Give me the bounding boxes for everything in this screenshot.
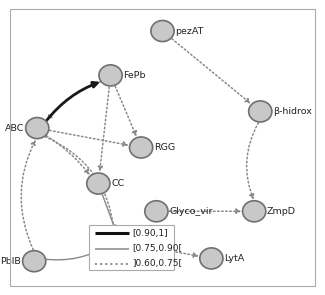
Circle shape bbox=[108, 231, 131, 252]
Circle shape bbox=[26, 117, 49, 139]
Circle shape bbox=[87, 173, 110, 194]
Text: [0.90,1]: [0.90,1] bbox=[133, 229, 168, 238]
Circle shape bbox=[129, 137, 153, 158]
Text: PblB: PblB bbox=[1, 257, 21, 266]
Text: FePb: FePb bbox=[124, 71, 146, 80]
Circle shape bbox=[151, 20, 174, 42]
Text: RGG: RGG bbox=[154, 143, 175, 152]
Text: ZmpD: ZmpD bbox=[267, 207, 296, 216]
Circle shape bbox=[145, 201, 168, 222]
Circle shape bbox=[22, 251, 46, 272]
Text: pezAT: pezAT bbox=[175, 27, 204, 35]
Circle shape bbox=[200, 248, 223, 269]
Text: ABC: ABC bbox=[5, 124, 24, 132]
Text: β-hidrox: β-hidrox bbox=[273, 107, 312, 116]
Text: [0.75,0.90[: [0.75,0.90[ bbox=[133, 244, 183, 253]
Text: int: int bbox=[133, 237, 145, 246]
Text: LytA: LytA bbox=[224, 254, 244, 263]
Text: Glyco_vir: Glyco_vir bbox=[169, 207, 213, 216]
Circle shape bbox=[99, 65, 122, 86]
Circle shape bbox=[249, 101, 272, 122]
Circle shape bbox=[242, 201, 266, 222]
FancyBboxPatch shape bbox=[89, 224, 174, 270]
Text: CC: CC bbox=[111, 179, 124, 188]
Text: ]0.60,0.75[: ]0.60,0.75[ bbox=[133, 260, 183, 268]
